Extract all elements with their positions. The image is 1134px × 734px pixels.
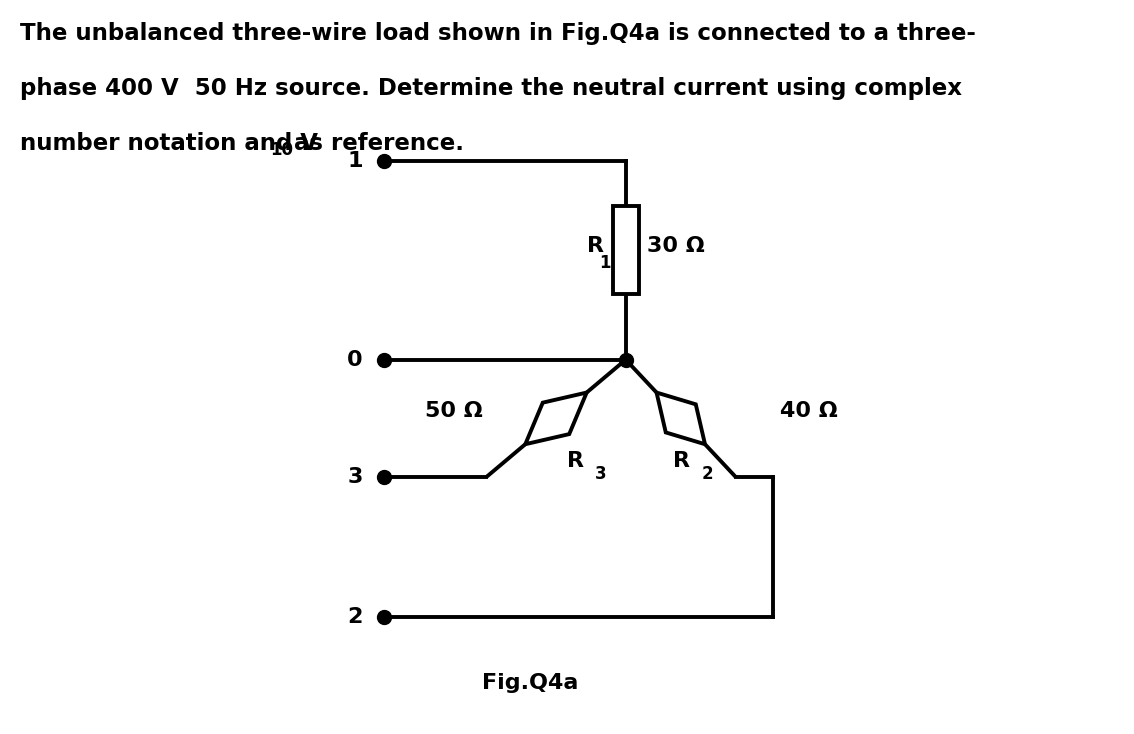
- Text: 1: 1: [347, 151, 363, 172]
- Text: 40 Ω: 40 Ω: [780, 401, 838, 421]
- Text: number notation and V: number notation and V: [20, 132, 319, 155]
- Text: R: R: [674, 451, 691, 471]
- Point: [374, 471, 392, 483]
- Text: 10: 10: [270, 141, 293, 159]
- Polygon shape: [525, 393, 586, 444]
- Text: The unbalanced three-wire load shown in Fig.Q4a is connected to a three-: The unbalanced three-wire load shown in …: [20, 22, 976, 45]
- Text: 30 Ω: 30 Ω: [648, 236, 705, 256]
- Text: 0: 0: [347, 349, 363, 370]
- Text: R: R: [567, 451, 584, 471]
- Point: [374, 354, 392, 366]
- Text: 2: 2: [348, 606, 363, 627]
- Bar: [612, 206, 638, 294]
- Point: [617, 354, 635, 366]
- Text: 2: 2: [701, 465, 713, 483]
- Text: Fig.Q4a: Fig.Q4a: [482, 672, 578, 693]
- Text: 1: 1: [599, 254, 611, 272]
- Text: as reference.: as reference.: [286, 132, 464, 155]
- Text: 3: 3: [348, 467, 363, 487]
- Text: R: R: [587, 236, 604, 256]
- Point: [374, 611, 392, 622]
- Text: phase 400 V  50 Hz source. Determine the neutral current using complex: phase 400 V 50 Hz source. Determine the …: [20, 77, 963, 100]
- Point: [374, 156, 392, 167]
- Text: 3: 3: [595, 465, 607, 483]
- Polygon shape: [657, 393, 705, 444]
- Text: 50 Ω: 50 Ω: [425, 401, 483, 421]
